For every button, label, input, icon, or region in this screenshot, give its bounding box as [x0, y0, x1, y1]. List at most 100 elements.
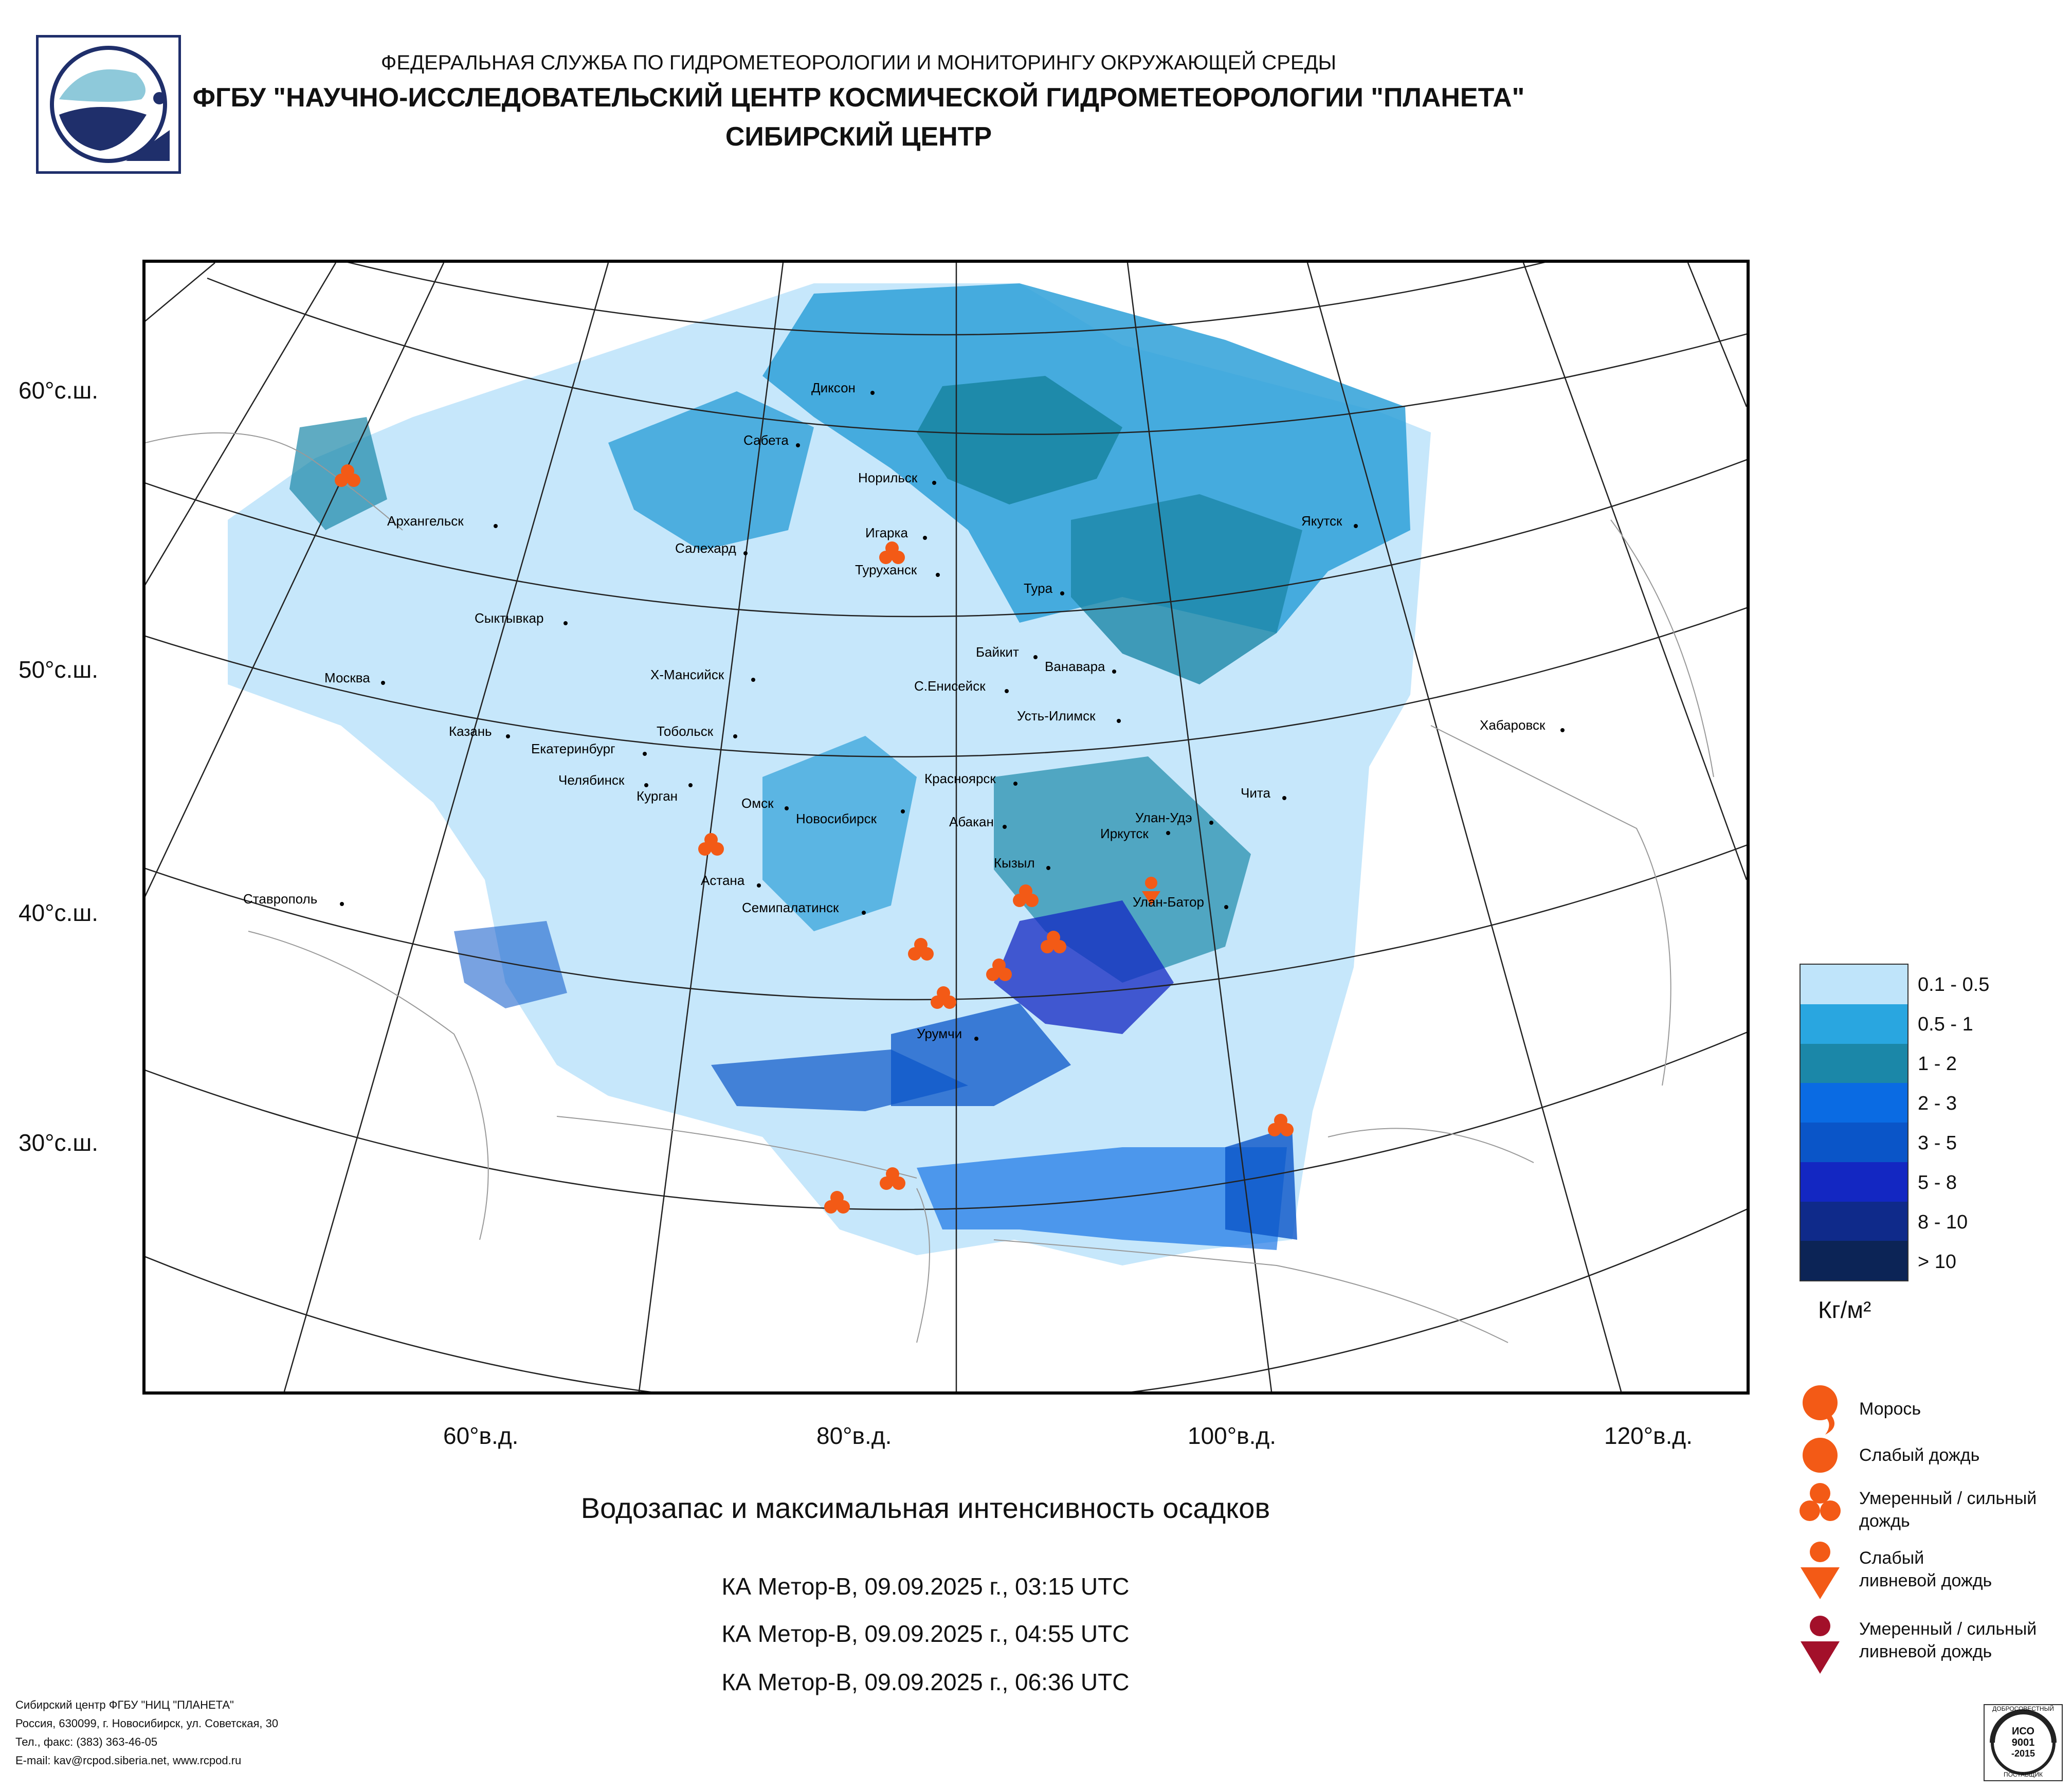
city-label-chita: Чита: [1241, 785, 1270, 801]
city-dot: [1112, 670, 1116, 674]
planeta-logo: [36, 35, 181, 174]
city-dot: [785, 806, 789, 810]
city-label-vanavara: Ванавара: [1045, 659, 1105, 674]
city-dot: [564, 621, 568, 625]
legend-swatch: [1801, 965, 1907, 1004]
legend-label: 5 - 8: [1918, 1172, 1957, 1193]
iso-top-text: ДОБРОСОВЕСТНЫЙ: [1992, 1705, 2054, 1712]
city-label-novosibirsk: Новосибирск: [796, 811, 877, 826]
iso-bottom-text: ПОСТАВЩИК: [2003, 1771, 2043, 1778]
city-dot: [1046, 866, 1050, 870]
footer-email: E-mail: kav@rcpod.siberia.net, www.rcpod…: [15, 1754, 242, 1767]
moderate-rain-marker-urumqi: [931, 986, 956, 1009]
satellite-pass-1: КА Meтop-B, 09.09.2025 г., 03:15 UTC: [721, 1573, 1130, 1600]
iso-9001-badge: ДОБРОСОВЕСТНЫЙ ИСО 9001 -2015 ПОСТАВЩИК: [1984, 1704, 2063, 1781]
city-label-abakan: Абакан: [949, 814, 994, 829]
legend-swatch: [1801, 1241, 1907, 1280]
moderate-rain-marker-altai: [1041, 931, 1066, 953]
light-rain-icon: [1803, 1438, 1838, 1473]
city-dot: [751, 678, 755, 682]
light-shower-icon: [1801, 1542, 1840, 1599]
city-label-ust-ilimsk: Усть-Илимск: [1017, 708, 1096, 723]
city-dot: [1013, 782, 1017, 786]
city-dot: [757, 883, 761, 888]
city-label-arkhangelsk: Архангельск: [387, 513, 464, 529]
city-dot: [381, 681, 385, 685]
city-dot: [1224, 905, 1228, 909]
city-dot: [340, 902, 344, 906]
city-dot: [1560, 728, 1565, 732]
moderate-rain-marker-mongolia: [986, 958, 1012, 981]
city-dot: [494, 524, 498, 528]
city-label-omsk: Омск: [741, 795, 774, 811]
city-label-stavropol: Ставрополь: [243, 891, 318, 907]
legend-swatch: [1801, 1123, 1907, 1162]
city-dot: [643, 752, 647, 756]
city-label-kurgan: Курган: [637, 788, 678, 804]
city-dot: [1033, 655, 1038, 659]
header-line-3: СИБИРСКИЙ ЦЕНТР: [725, 122, 992, 152]
moderate-rain-marker-tibet: [880, 1167, 905, 1190]
city-dot: [796, 443, 800, 447]
city-label-norilsk: Норильск: [858, 470, 918, 485]
legend-swatch: [1801, 1201, 1907, 1241]
city-dot: [1209, 821, 1213, 825]
header-line-1: ФЕДЕРАЛЬНАЯ СЛУЖБА ПО ГИДРОМЕТЕОРОЛОГИИ …: [380, 51, 1337, 74]
city-dot: [506, 734, 510, 738]
city-label-khabarovsk: Хабаровск: [1480, 717, 1546, 733]
city-dot: [733, 734, 737, 738]
city-label-moscow: Москва: [324, 670, 370, 685]
city-dot: [743, 551, 748, 555]
footer-address: Россия, 630099, г. Новосибирск, ул. Сове…: [15, 1717, 279, 1730]
legend-swatch: [1801, 1043, 1907, 1083]
city-label-dikson: Диксон: [811, 380, 856, 395]
moderate-rain-marker-igarka: [879, 541, 905, 564]
heavy-shower-icon: [1801, 1616, 1840, 1674]
city-dot: [923, 536, 927, 540]
city-label-irkutsk: Иркутск: [1100, 826, 1149, 841]
city-label-igarka: Игарка: [865, 525, 908, 540]
precip-label-drizzle: Морось: [1859, 1399, 1921, 1419]
legend-label: 0.5 - 1: [1918, 1014, 1973, 1035]
city-dot: [1282, 796, 1286, 800]
legend-swatch: [1801, 1004, 1907, 1044]
drizzle-icon: [1803, 1385, 1838, 1435]
legend-label: 3 - 5: [1918, 1132, 1957, 1154]
lon-label-120: 120°в.д.: [1604, 1422, 1693, 1449]
city-label-semipalatinsk: Семипалатинск: [742, 900, 839, 915]
city-label-chelyabinsk: Челябинск: [558, 772, 625, 788]
moderate-rain-icon: [1800, 1483, 1841, 1521]
city-dot: [932, 481, 936, 485]
legend-label: 2 - 3: [1918, 1093, 1957, 1114]
city-dot: [901, 809, 905, 813]
city-dot: [1003, 825, 1007, 829]
footer-org: Сибирский центр ФГБУ "НИЦ "ПЛАНЕТА": [15, 1698, 234, 1711]
header-line-2: ФГБУ "НАУЧНО-ИССЛЕДОВАТЕЛЬСКИЙ ЦЕНТР КОС…: [192, 83, 1525, 113]
city-label-baikit: Байкит: [976, 644, 1019, 660]
city-label-syktyvkar: Сыктывкар: [475, 610, 544, 626]
moderate-rain-marker-himalaya: [824, 1191, 850, 1214]
city-dot: [862, 911, 866, 915]
city-label-yekaterinburg: Екатеринбург: [531, 741, 615, 756]
city-label-yakutsk: Якутск: [1301, 513, 1342, 529]
city-label-ulan-bator: Улан-Батор: [1133, 894, 1204, 910]
country-borders: [146, 432, 1714, 1343]
precip-label-heavy-shower: Умеренный / сильный ливневой дождь: [1859, 1619, 2037, 1661]
legend-label: 8 - 10: [1918, 1211, 1968, 1233]
legend-label: > 10: [1918, 1251, 1957, 1273]
precip-markers: [335, 464, 1294, 1214]
precip-label-light-rain: Слабый дождь: [1859, 1445, 1980, 1465]
city-label-ulan-ude: Улан-Удэ: [1135, 810, 1192, 825]
iso-line-3: -2015: [2011, 1748, 2035, 1759]
map-caption-title: Водозапас и максимальная интенсивность о…: [580, 1492, 1270, 1524]
map-canvas: [146, 263, 1747, 1391]
moderate-rain-marker-kyzyl: [1013, 884, 1039, 907]
city-label-urumqi: Урумчи: [917, 1026, 962, 1041]
precip-label-moderate-rain: Умеренный / сильный дождь: [1859, 1489, 2037, 1531]
legend-unit: Кг/м²: [1818, 1296, 1871, 1323]
moderate-rain-marker-kurgan: [698, 833, 724, 856]
footer-phone: Тел., факс: (383) 363-46-05: [15, 1735, 158, 1748]
city-label-tobolsk: Тобольск: [657, 723, 714, 739]
precip-label-light-shower: Слабый ливневой дождь: [1859, 1548, 1992, 1590]
swath-coverage: [228, 283, 1431, 1265]
